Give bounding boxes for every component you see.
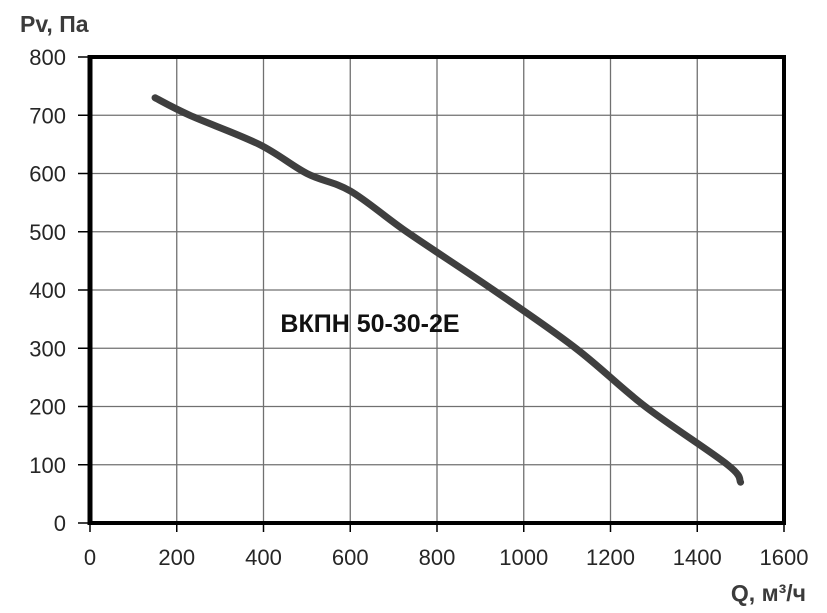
y-tick-label: 800 [29, 45, 66, 70]
performance-curve [151, 94, 745, 486]
x-tick-label: 1400 [673, 545, 722, 570]
y-tick-label: 500 [29, 220, 66, 245]
x-tick-label: 1000 [499, 545, 548, 570]
y-tick-label: 400 [29, 278, 66, 303]
grid-layer [90, 57, 784, 523]
tick-layer: 0 100 200 300 400 500 600 700 800 0 200 400 600 800 10… [29, 45, 808, 570]
x-tick-label: 1200 [586, 545, 635, 570]
x-axis-title: Q, м³/ч [731, 580, 806, 606]
curve-layer [151, 94, 745, 486]
y-tick-label: 700 [29, 103, 66, 128]
curve-label: ВКПН 50-30-2Е [280, 310, 459, 338]
x-tick-label: 0 [84, 545, 96, 570]
x-tick-label: 400 [245, 545, 282, 570]
x-tick-label: 800 [419, 545, 456, 570]
x-tick-label: 600 [332, 545, 369, 570]
y-tick-label: 0 [54, 511, 66, 536]
y-tick-label: 200 [29, 395, 66, 420]
y-axis-title: Pv, Па [20, 11, 89, 37]
x-tick-label: 200 [158, 545, 195, 570]
y-tick-label: 300 [29, 336, 66, 361]
y-tick-label: 100 [29, 453, 66, 478]
y-tick-label: 600 [29, 162, 66, 187]
x-tick-label: 1600 [760, 545, 809, 570]
